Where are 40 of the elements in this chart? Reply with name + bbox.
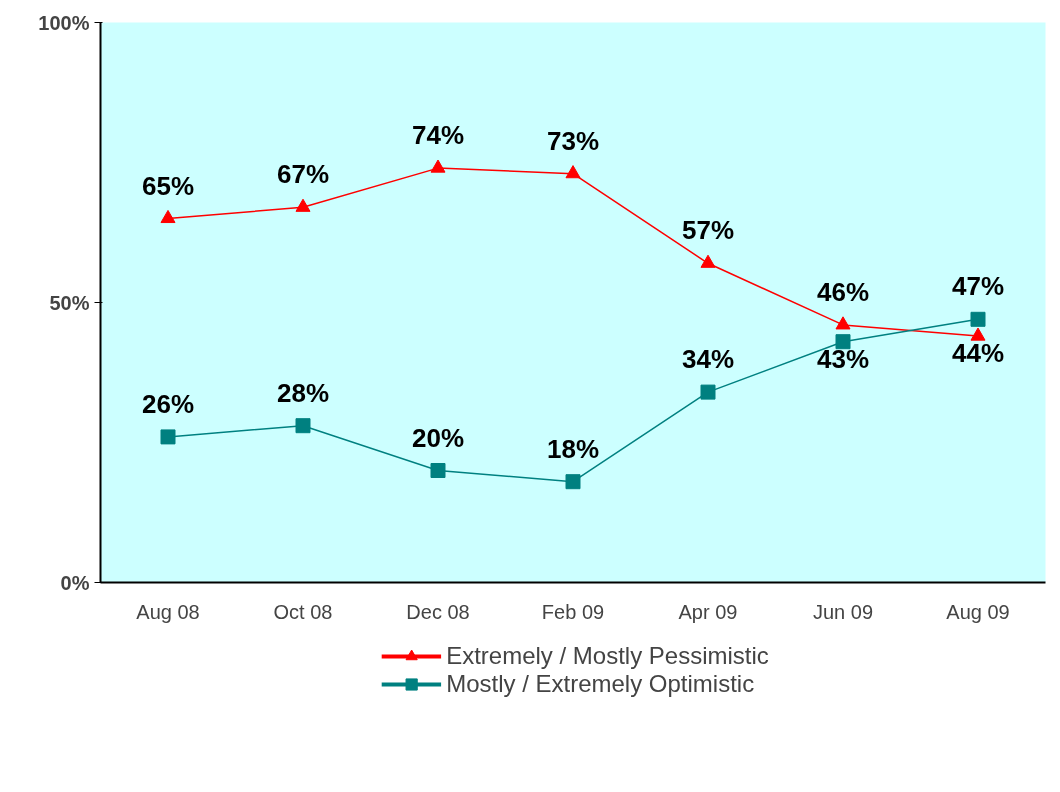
data-label: 26% <box>141 388 195 419</box>
x-tick-label: Dec 08 <box>406 600 470 623</box>
data-label: 28% <box>276 377 330 408</box>
data-label: 18% <box>546 433 600 464</box>
point <box>295 198 311 212</box>
point <box>970 327 986 341</box>
legend-label: Extremely / Mostly Pessimistic <box>446 642 769 670</box>
y-tick-label: 100% <box>38 11 90 34</box>
y-tick-label: 50% <box>49 291 90 314</box>
x-tick-label: Aug 09 <box>946 600 1010 623</box>
point <box>565 165 581 179</box>
x-tick-label: Aug 08 <box>136 600 200 623</box>
point <box>970 311 986 327</box>
point <box>430 463 446 478</box>
x-tick-label: Oct 08 <box>273 600 333 623</box>
data-label: 65% <box>141 170 195 201</box>
x-tick-label: Feb 09 <box>541 600 605 623</box>
x-tick-label: Jun 09 <box>812 600 874 623</box>
point <box>160 429 176 445</box>
point <box>700 254 716 268</box>
data-label: 43% <box>816 343 870 374</box>
data-label: 44% <box>951 338 1005 369</box>
data-label: 20% <box>411 422 465 453</box>
data-label: 57% <box>681 215 735 246</box>
data-label: 67% <box>276 159 330 190</box>
point <box>160 209 176 224</box>
x-tick-label: Apr 09 <box>678 600 738 623</box>
point <box>835 316 851 330</box>
data-label: 73% <box>546 125 600 156</box>
data-label: 47% <box>951 271 1005 302</box>
legend-label: Mostly / Extremely Optimistic <box>446 670 755 698</box>
point <box>700 384 716 400</box>
data-label: 46% <box>816 276 870 307</box>
y-tick-label: 0% <box>60 571 90 594</box>
point <box>295 418 311 434</box>
point <box>565 474 581 490</box>
data-label: 34% <box>681 344 735 375</box>
point <box>835 334 851 350</box>
point <box>430 159 446 173</box>
data-label: 74% <box>411 120 465 151</box>
